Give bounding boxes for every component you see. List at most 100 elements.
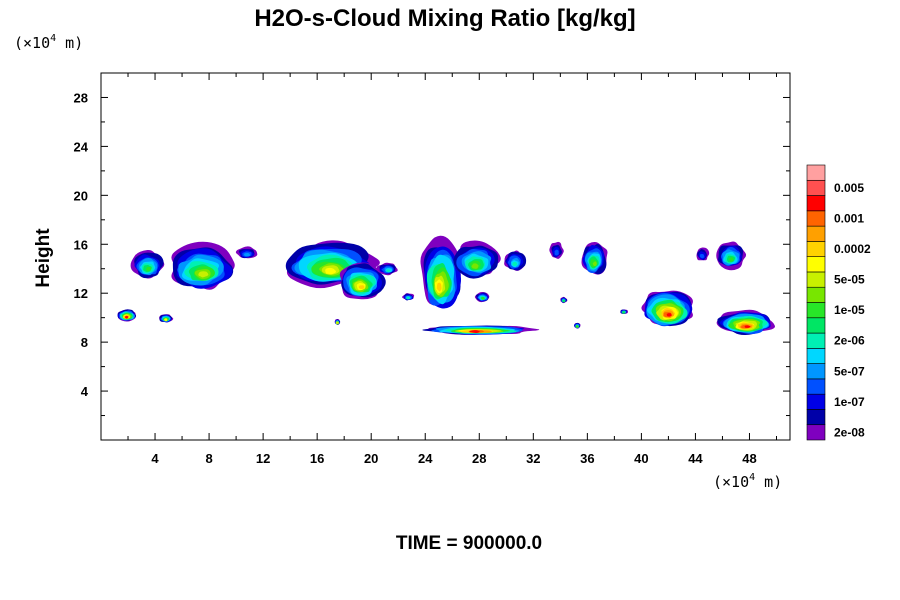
y-tick-label: 28 — [74, 90, 88, 105]
cloud-contour-level — [666, 313, 672, 317]
cloud-j — [581, 241, 608, 275]
colorbar-swatch — [806, 195, 826, 212]
cloud-contour-level — [386, 269, 391, 273]
cloud-contour-level — [335, 321, 339, 325]
x-axis-unit-prefix: (×10 — [713, 473, 749, 491]
x-tick-label: 12 — [256, 451, 270, 466]
y-axis-tick-labels: 4 8 12 16 20 24 28 — [74, 90, 89, 399]
colorbar-label: 5e-07 — [834, 364, 865, 378]
colorbar-swatch — [806, 424, 826, 441]
cloud-m — [117, 309, 137, 322]
colorbar-label: 2e-06 — [834, 334, 865, 348]
y-axis-label: Height — [33, 228, 54, 288]
colorbar-swatch — [806, 302, 826, 319]
cloud-p — [641, 290, 693, 327]
cloud-contour-level — [744, 325, 751, 328]
cloud-contour-level — [728, 257, 734, 262]
cloud-contour-level — [325, 267, 337, 275]
colorbar-swatch — [806, 179, 826, 196]
cloud-contour-level — [469, 330, 480, 333]
cloud-l — [716, 241, 747, 271]
cloud-u — [560, 296, 568, 304]
x-tick-label: 4 — [151, 451, 159, 466]
x-axis-unit-suffix: m) — [755, 473, 782, 491]
colorbar-swatch — [806, 378, 826, 395]
colorbar-swatch — [806, 363, 826, 380]
x-tick-label: 24 — [418, 451, 433, 466]
cloud-g — [420, 235, 462, 309]
cloud-s — [504, 250, 527, 271]
y-tick-label: 20 — [74, 188, 88, 203]
y-axis-unit: (×104 m) — [14, 33, 83, 52]
cloud-contour-level — [554, 249, 559, 256]
cloud-h — [453, 240, 501, 279]
cloud-contour-level — [562, 299, 566, 303]
cloud-q — [716, 309, 776, 336]
cloud-contour-level — [358, 285, 365, 290]
x-tick-label: 32 — [526, 451, 540, 466]
colorbar: 2e-08 1e-07 5e-07 2e-06 1e-05 5e-05 0.0002 0.00… — [806, 164, 871, 441]
colorbar-label: 2e-08 — [834, 425, 865, 439]
cloud-t — [620, 309, 628, 314]
cloud-r — [474, 292, 490, 303]
colorbar-label: 1e-05 — [834, 303, 865, 317]
time-footer: TIME = 900000.0 — [396, 533, 542, 554]
cloud-contour-level — [481, 297, 485, 300]
cloud-w — [334, 318, 341, 326]
colorbar-label: 0.001 — [834, 211, 864, 225]
cloud-contour-level — [124, 315, 129, 319]
cloud-field — [117, 235, 776, 336]
cloud-contour-level — [146, 266, 152, 272]
cloud-contour-level — [471, 263, 479, 269]
cloud-contour-level — [164, 318, 168, 322]
colorbar-swatch — [806, 210, 826, 227]
cloud-contour-level — [622, 310, 625, 314]
cloud-contour-level — [198, 271, 209, 278]
colorbar-swatch — [806, 241, 826, 257]
y-tick-label: 4 — [81, 384, 89, 399]
x-tick-label: 28 — [472, 451, 486, 466]
x-axis-tick-labels: 4 8 12 16 20 24 28 32 36 40 44 48 — [151, 451, 756, 466]
y-tick-label: 12 — [74, 286, 88, 301]
cloud-x — [402, 293, 415, 301]
cloud-contour-level — [436, 282, 442, 292]
cloud-contour-level — [244, 252, 251, 257]
chart-title: H2O-s-Cloud Mixing Ratio [kg/kg] — [254, 5, 635, 32]
cloud-a — [130, 249, 165, 279]
cloud-contour-level — [592, 261, 597, 266]
x-axis-unit-exponent: 4 — [749, 472, 755, 483]
y-axis-unit-prefix: (×10 — [14, 34, 50, 52]
cloud-o — [422, 325, 540, 335]
colorbar-swatch — [806, 317, 826, 334]
axis-ticks — [101, 73, 790, 440]
plot-frame — [100, 72, 791, 441]
cloud-contour-level — [406, 296, 410, 300]
y-tick-label: 16 — [74, 237, 88, 252]
cloud-k — [696, 247, 710, 261]
colorbar-swatch — [806, 332, 826, 349]
cloud-contour-level — [512, 261, 518, 266]
x-tick-label: 8 — [205, 451, 212, 466]
colorbar-swatch — [806, 256, 826, 273]
cloud-v — [574, 322, 581, 329]
colorbar-swatch — [806, 286, 826, 303]
colorbar-swatch — [806, 271, 826, 288]
x-axis-unit: (×104 m) — [713, 472, 782, 491]
x-tick-label: 16 — [310, 451, 324, 466]
cloud-contour-level — [699, 253, 705, 259]
y-tick-label: 8 — [81, 335, 88, 350]
cloud-b — [171, 241, 235, 290]
x-tick-label: 40 — [634, 451, 648, 466]
x-tick-label: 36 — [580, 451, 594, 466]
x-tick-label: 20 — [364, 451, 378, 466]
y-axis-unit-suffix: m) — [56, 34, 83, 52]
cloud-e — [339, 262, 386, 300]
cloud-c — [235, 246, 258, 259]
colorbar-swatch — [806, 348, 826, 364]
y-tick-label: 24 — [74, 139, 89, 154]
colorbar-label: 1e-07 — [834, 395, 865, 409]
colorbar-label: 5e-05 — [834, 273, 865, 287]
cloud-f — [376, 262, 398, 276]
x-tick-label: 48 — [742, 451, 756, 466]
